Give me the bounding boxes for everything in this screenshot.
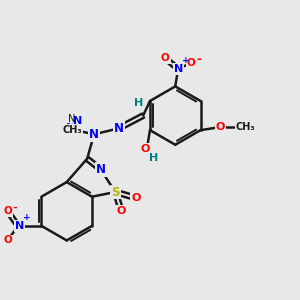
Text: N: N	[68, 114, 76, 124]
Text: N: N	[67, 123, 77, 136]
Text: O: O	[187, 58, 195, 68]
Text: N: N	[66, 122, 76, 135]
Text: CH₃: CH₃	[236, 122, 255, 132]
Text: O: O	[140, 144, 149, 154]
Text: O: O	[3, 236, 12, 245]
Text: O: O	[216, 122, 225, 132]
Text: N: N	[15, 221, 24, 231]
Text: CH₃: CH₃	[62, 124, 82, 135]
Text: O: O	[161, 53, 170, 63]
Text: H: H	[134, 98, 143, 108]
Text: N: N	[173, 64, 183, 74]
Text: -: -	[196, 53, 202, 66]
Text: N: N	[89, 128, 99, 141]
Text: -: -	[12, 203, 17, 213]
Text: N: N	[96, 163, 106, 176]
Text: O: O	[131, 193, 140, 203]
Text: +: +	[182, 56, 190, 64]
Text: +: +	[23, 213, 31, 222]
Text: N: N	[89, 128, 99, 141]
Text: N: N	[73, 116, 83, 126]
Text: S: S	[111, 185, 120, 199]
Text: H: H	[149, 153, 159, 163]
Text: O: O	[116, 206, 126, 216]
Text: O: O	[3, 206, 12, 216]
Text: N: N	[114, 122, 124, 135]
